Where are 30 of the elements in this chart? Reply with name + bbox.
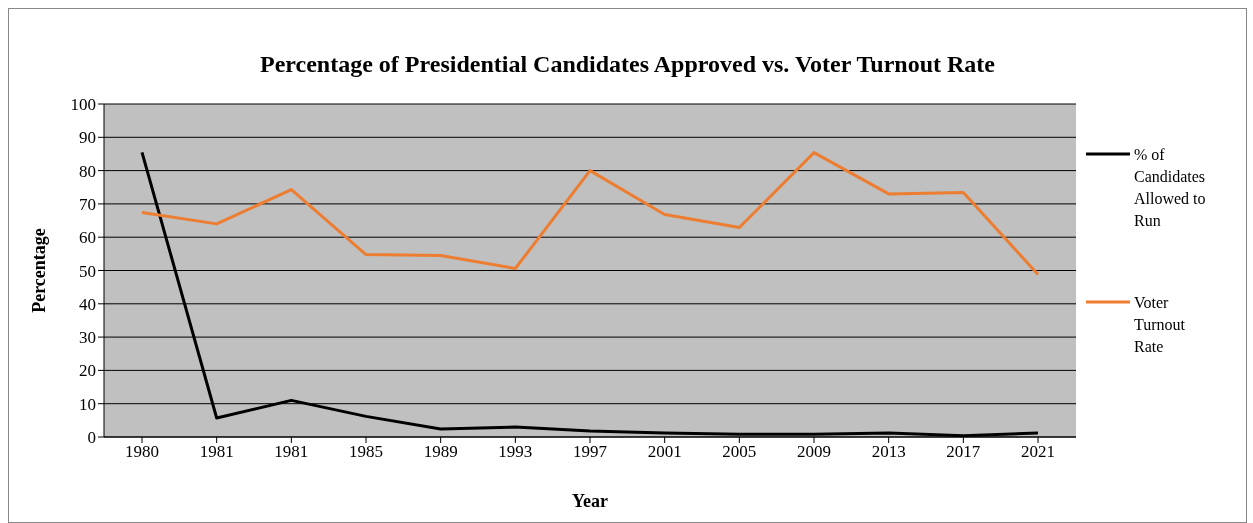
x-tick-label: 1981 [274, 442, 309, 462]
y-tick-label: 10 [79, 394, 96, 414]
x-tick-label: 2013 [871, 442, 906, 462]
y-tick-label: 30 [79, 328, 96, 348]
y-tick-label: 90 [79, 128, 96, 148]
x-tick-label: 2017 [946, 442, 981, 462]
line-series [140, 151, 1040, 276]
x-tick-label: 2001 [647, 442, 682, 462]
x-axis-title: Year [572, 491, 608, 511]
x-tick-label: 2005 [722, 442, 757, 462]
x-tick-label: 2021 [1021, 442, 1055, 462]
y-tick-label: 0 [87, 428, 96, 448]
y-tick-label: 60 [79, 228, 96, 248]
x-tick-label: 1980 [125, 442, 159, 462]
legend-label: % of Candidates Allowed to Run [1134, 145, 1207, 231]
y-axis-title: Percentage [29, 228, 50, 313]
y-tick-label: 80 [79, 161, 96, 181]
x-tick-label: 1993 [498, 442, 533, 462]
y-tick-label: 50 [79, 261, 96, 281]
y-tick-label: 40 [79, 294, 96, 314]
legend-label: Voter Turnout Rate [1134, 293, 1186, 357]
y-tick-label: 20 [79, 361, 96, 381]
y-tick-label: 100 [70, 95, 96, 115]
x-tick-label: 1981 [199, 442, 234, 462]
y-tick-label: 70 [79, 194, 96, 214]
chart-title: Percentage of Presidential Candidates Approved vs. Voter Turnout Rate [259, 51, 996, 78]
x-tick-label: 1985 [349, 442, 383, 462]
x-tick-label: 1997 [573, 442, 608, 462]
x-tick-label: 1989 [423, 442, 458, 462]
x-tick-label: 2009 [797, 442, 831, 462]
